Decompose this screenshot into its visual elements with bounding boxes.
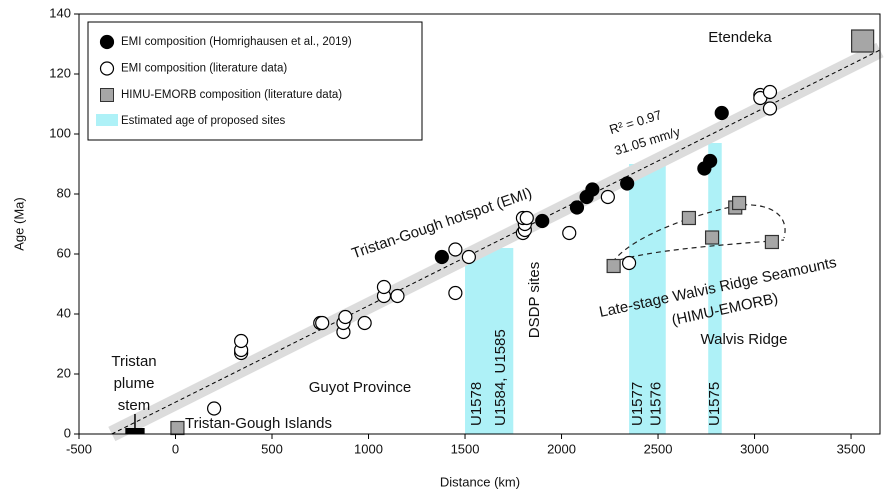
legend: EMI composition (Homrighausen et al., 20… [87, 21, 423, 141]
point [376, 279, 392, 295]
legend-marker [99, 61, 115, 76]
y-tick-label: 100 [49, 125, 71, 140]
x-axis-label: Distance (km) [440, 474, 520, 489]
point [434, 249, 449, 265]
x-tick-label: 2500 [644, 441, 673, 456]
legend-label: HIMU-EMORB composition (literature data) [121, 89, 342, 101]
x-tick-label: 3000 [740, 441, 769, 456]
site-label: U1575 [706, 382, 723, 426]
point [390, 288, 405, 304]
site-band [629, 164, 666, 434]
legend-box [87, 21, 423, 141]
y-axis-label: Age (Ma) [11, 197, 26, 250]
legend-marker [99, 34, 115, 50]
trend-line [111, 49, 881, 435]
point [762, 101, 778, 116]
x-tick-label: 500 [261, 441, 283, 456]
point [620, 176, 635, 191]
point [851, 29, 875, 53]
x-tick-label: 3500 [837, 441, 866, 456]
legend-marker [100, 88, 114, 102]
point [704, 230, 720, 245]
point [338, 309, 353, 325]
annotation: stem [118, 397, 151, 414]
point [562, 225, 577, 241]
y-tick-label: 140 [49, 5, 71, 20]
point [600, 189, 615, 205]
annotation: Tristan-Gough Islands [185, 415, 332, 432]
point [703, 153, 718, 169]
site-label: U1577 [629, 382, 646, 426]
x-tick-label: -500 [66, 441, 92, 456]
annotation: Guyot Province [309, 379, 412, 396]
x-tick-label: 0 [172, 441, 179, 456]
point [714, 105, 729, 121]
y-tick-label: 20 [57, 365, 71, 380]
point [357, 315, 372, 331]
point [732, 195, 747, 211]
point [170, 420, 185, 436]
legend-label: Estimated age of proposed sites [121, 115, 286, 127]
legend-label: EMI composition (literature data) [121, 63, 287, 75]
point [207, 401, 222, 416]
point [764, 234, 780, 250]
point [461, 249, 476, 265]
x-tick-label: 2000 [547, 441, 576, 456]
point [448, 242, 463, 257]
plot-frame [78, 13, 881, 435]
point [234, 333, 249, 349]
site-label: U1578 [468, 382, 485, 426]
y-tick-label: 120 [49, 65, 71, 80]
point [585, 182, 600, 197]
x-tick-label: 1000 [354, 441, 383, 456]
point [569, 200, 585, 215]
point [606, 258, 621, 274]
point [762, 84, 778, 100]
point [315, 315, 330, 331]
annotation: Etendeka [708, 29, 772, 46]
point [621, 255, 637, 271]
x-tick-label: 1500 [451, 441, 480, 456]
site-band [708, 143, 722, 434]
legend-label: EMI composition (Homrighausen et al., 20… [121, 36, 352, 48]
annotation: Walvis Ridge [701, 331, 788, 348]
point [519, 210, 534, 226]
y-tick-label: 60 [57, 245, 71, 260]
point [448, 285, 463, 301]
site-label: U1584, U1585 [492, 329, 509, 426]
plume-stem [125, 428, 145, 434]
y-tick-label: 40 [57, 305, 71, 320]
site-band [465, 248, 514, 434]
annotation: DSDP sites [526, 262, 543, 338]
point [681, 210, 697, 226]
y-tick-label: 0 [64, 425, 71, 440]
point [535, 213, 550, 229]
annotation: Tristan [111, 353, 156, 370]
annotation: plume [114, 375, 155, 392]
y-tick-label: 80 [57, 185, 71, 200]
legend-marker [96, 114, 118, 126]
site-label: U1576 [648, 382, 665, 426]
